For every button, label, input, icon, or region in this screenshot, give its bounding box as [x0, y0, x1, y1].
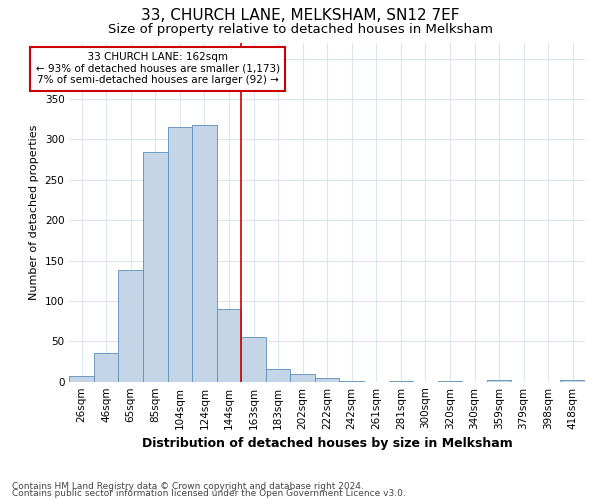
Text: 33, CHURCH LANE, MELKSHAM, SN12 7EF: 33, CHURCH LANE, MELKSHAM, SN12 7EF [141, 8, 459, 22]
Bar [217, 309, 241, 382]
Bar [437, 381, 462, 382]
Bar [167, 128, 192, 382]
Bar [560, 380, 585, 382]
X-axis label: Distribution of detached houses by size in Melksham: Distribution of detached houses by size … [142, 437, 512, 450]
Bar [192, 125, 217, 382]
Text: Size of property relative to detached houses in Melksham: Size of property relative to detached ho… [107, 22, 493, 36]
Bar [118, 270, 143, 382]
Bar [389, 381, 413, 382]
Bar [340, 381, 364, 382]
Bar [94, 354, 118, 382]
Text: Contains public sector information licensed under the Open Government Licence v3: Contains public sector information licen… [12, 488, 406, 498]
Text: 33 CHURCH LANE: 162sqm  
← 93% of detached houses are smaller (1,173)
7% of semi: 33 CHURCH LANE: 162sqm ← 93% of detached… [35, 52, 280, 86]
Bar [143, 152, 167, 382]
Bar [266, 369, 290, 382]
Bar [241, 338, 266, 382]
Text: Contains HM Land Registry data © Crown copyright and database right 2024.: Contains HM Land Registry data © Crown c… [12, 482, 364, 491]
Bar [70, 376, 94, 382]
Y-axis label: Number of detached properties: Number of detached properties [29, 124, 39, 300]
Bar [487, 380, 511, 382]
Bar [290, 374, 315, 382]
Bar [315, 378, 340, 382]
